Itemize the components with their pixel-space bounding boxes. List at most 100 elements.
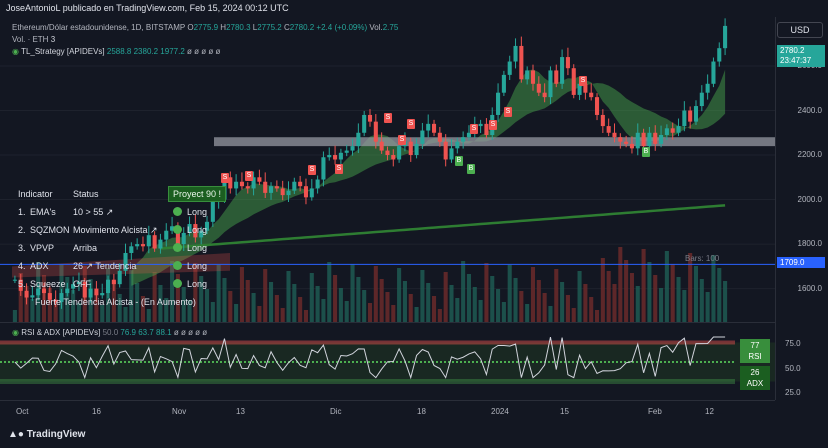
rsi-title: RSI & ADX [APIDEVs] (21, 328, 101, 337)
candle-body (496, 92, 501, 115)
candle-body (146, 235, 151, 247)
volume-bar (222, 278, 227, 322)
volume-bar (239, 267, 244, 322)
sell-signal-marker: S (221, 173, 229, 183)
candle-body (659, 134, 664, 144)
candle-body (612, 132, 617, 138)
volume-bar (560, 282, 565, 322)
candle-body (350, 146, 355, 151)
sell-signal-marker: S (579, 76, 587, 86)
volume-bar (94, 292, 99, 322)
candle-body (653, 132, 658, 144)
long-dot-icon (173, 279, 182, 288)
row-number: 2. (18, 225, 26, 235)
volume-bar (111, 281, 116, 322)
price-axis-label: 2400.0 (797, 105, 822, 115)
eye-icon[interactable]: ◉ (12, 47, 19, 56)
time-axis-label: 16 (92, 407, 101, 416)
volume-bar (129, 270, 134, 322)
volume-bar (600, 258, 605, 322)
candle-body (152, 235, 157, 249)
candle-body (484, 123, 489, 135)
strategy-legend[interactable]: ◉ TL_Strategy [APIDEVs] 2588.8 2380.2 19… (12, 47, 220, 56)
volume-bar (269, 282, 274, 322)
candle-body (187, 224, 192, 233)
candle-body (274, 186, 279, 189)
candle-body (245, 186, 250, 189)
volume-bar (664, 251, 669, 322)
time-axis-label: Nov (172, 407, 187, 416)
row-signal: Long (173, 222, 207, 238)
volume-bar (717, 268, 722, 322)
volume-bar (356, 277, 361, 322)
tradingview-logo-icon: ▲● (8, 429, 24, 440)
publish-header: JoseAntonioL publicado en TradingView.co… (0, 0, 828, 17)
candle-body (408, 141, 413, 156)
candle-body (41, 288, 47, 294)
proyect-badge: Proyect 90 ! (168, 186, 227, 202)
volume-bar (373, 266, 378, 322)
main-chart-pane[interactable]: Ethereum/Dólar estadounidense, 1D, BITST… (0, 17, 775, 322)
currency-selector[interactable]: USD (777, 22, 823, 38)
volume-bar (571, 308, 576, 322)
volume-bar (47, 288, 52, 322)
row-indicator: Squeeze (30, 279, 66, 289)
candle-body (507, 61, 512, 75)
row-indicator: ADX (30, 261, 49, 271)
time-axis-label: Oct (16, 407, 29, 416)
symbol-title: Ethereum/Dólar estadounidense, 1D, BITST… (12, 23, 186, 32)
candle-body (594, 97, 600, 115)
row-signal: Long (173, 204, 207, 220)
rsi-adx-pane[interactable]: ◉ RSI & ADX [APIDEVs] 50.0 76.9 63.7 88.… (0, 322, 775, 400)
volume-bar (71, 290, 76, 322)
buy-signal-marker: B (467, 164, 475, 174)
volume-bar (228, 291, 233, 322)
candle-body (478, 123, 483, 127)
time-axis[interactable]: Oct 16 Nov 13 Dic 18 2024 15 Feb 12 (0, 400, 775, 420)
volume-bar (461, 261, 466, 322)
rsi-legend[interactable]: ◉ RSI & ADX [APIDEVs] 50.0 76.9 63.7 88.… (12, 328, 207, 337)
volume-bar (431, 296, 437, 322)
candle-body (30, 295, 35, 298)
candle-body (12, 279, 17, 281)
volume-bar (204, 289, 210, 322)
volume-bar (437, 309, 442, 322)
price-chart[interactable] (0, 17, 775, 322)
volume-bar (699, 279, 704, 322)
buy-signal-marker: B (455, 156, 463, 166)
tradingview-logo: ▲● TradingView (8, 429, 86, 440)
rsi-chart[interactable] (0, 323, 775, 400)
candle-body (36, 288, 41, 296)
candle-body (449, 148, 454, 160)
volume-bar (426, 283, 431, 322)
volume-bar (594, 310, 600, 322)
time-axis-label: 12 (705, 407, 714, 416)
candle-body (210, 201, 215, 222)
volume-bar (490, 276, 495, 322)
candle-body (111, 279, 116, 285)
long-term-ma-line (160, 204, 726, 250)
candle-body (420, 130, 425, 144)
volume-bar (589, 297, 594, 322)
volume-bar (309, 273, 314, 322)
candle-body (682, 110, 687, 127)
volume-bar (624, 260, 629, 322)
row-status: OFF (73, 279, 91, 289)
volume-bar (536, 280, 541, 322)
candle-body (455, 141, 460, 149)
candle-body (431, 123, 437, 133)
ohlc-open: 2775.9 (193, 23, 219, 32)
sell-signal-marker: S (384, 113, 392, 123)
candle-body (635, 132, 640, 149)
candle-body (624, 141, 629, 144)
candle-body (199, 230, 204, 238)
sell-signal-marker: S (489, 120, 497, 130)
eye-icon[interactable]: ◉ (12, 328, 19, 337)
candle-body (723, 25, 728, 49)
row-indicator: VPVP (30, 243, 55, 253)
volume-bar (344, 301, 349, 322)
volume-bar (216, 265, 221, 322)
candle-body (688, 110, 693, 122)
volume-short-label: Vol. (369, 23, 383, 32)
